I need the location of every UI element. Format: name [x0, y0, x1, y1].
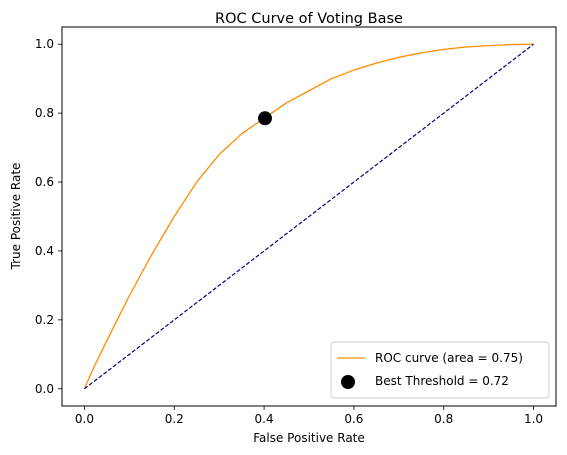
x-axis-label: False Positive Rate	[253, 431, 365, 445]
legend-label: Best Threshold = 0.72	[375, 374, 509, 388]
best-threshold-point	[257, 111, 272, 126]
y-tick-label: 0.4	[35, 244, 54, 258]
x-tick-label: 0.2	[165, 412, 184, 426]
axis-ticks: 0.0 0.2 0.4 0.6 0.8 1.0 0.0 0.2 0.4 0.6 0.8 1.0	[35, 37, 543, 426]
chance-diagonal-line	[84, 43, 534, 390]
y-tick-label: 0.2	[35, 313, 54, 327]
legend: ROC curve (area = 0.75) Best Threshold = …	[330, 341, 550, 399]
y-tick-label: 0.8	[35, 106, 54, 120]
roc-curve-line	[83, 43, 534, 390]
chart-title: ROC Curve of Voting Base	[215, 11, 403, 27]
y-axis-label: True Positive Rate	[9, 163, 23, 271]
x-tick-label: 0.8	[434, 412, 453, 426]
y-tick-label: 1.0	[35, 37, 54, 51]
y-tick-label: 0.6	[35, 175, 54, 189]
x-tick-label: 1.0	[524, 412, 543, 426]
x-tick-label: 0.0	[75, 412, 94, 426]
x-tick-label: 0.4	[255, 412, 274, 426]
plot-area	[83, 43, 534, 390]
y-tick-label: 0.0	[35, 382, 54, 396]
legend-marker-best-threshold	[341, 375, 355, 389]
plot-frame	[61, 26, 557, 407]
x-tick-label: 0.6	[344, 412, 363, 426]
legend-box	[330, 341, 550, 399]
legend-label: ROC curve (area = 0.75)	[375, 351, 523, 365]
